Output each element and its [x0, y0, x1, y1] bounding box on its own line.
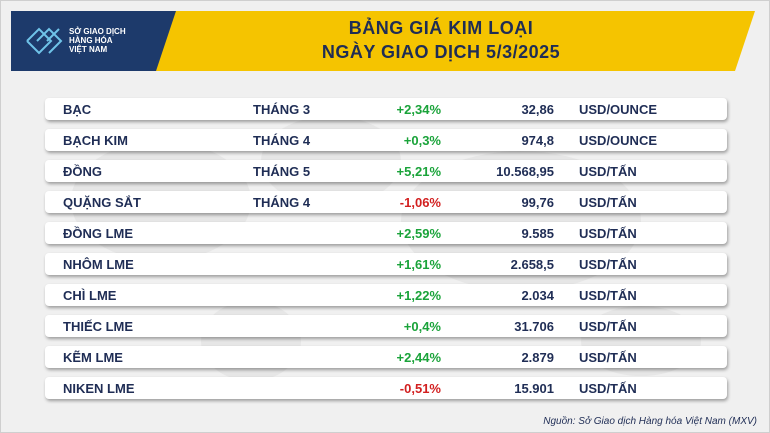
metal-name: THIẾC LME — [63, 319, 134, 334]
price: 2.034 — [521, 288, 554, 303]
unit: USD/TẤN — [579, 164, 637, 179]
table-row: BẠC THÁNG 3 +2,34% 32,86 USD/OUNCE — [45, 98, 727, 120]
price-change: +0,4% — [403, 319, 441, 334]
table-row: THIẾC LME +0,4% 31.706 USD/TẤN — [45, 315, 727, 337]
metal-name: QUẶNG SẮT — [63, 195, 141, 210]
price: 31.706 — [514, 319, 554, 334]
banner-shape — [11, 11, 755, 71]
price-change: +5,21% — [396, 164, 441, 179]
table-row: ĐỒNG LME +2,59% 9.585 USD/TẤN — [45, 222, 727, 244]
table-row: NHÔM LME +1,61% 2.658,5 USD/TẤN — [45, 253, 727, 275]
unit: USD/TẤN — [579, 288, 637, 303]
metal-name: NHÔM LME — [63, 257, 134, 272]
price: 974,8 — [521, 133, 554, 148]
price: 2.879 — [521, 350, 554, 365]
price-change: +1,61% — [396, 257, 441, 272]
price-change: +2,44% — [396, 350, 441, 365]
header-banner: SỞ GIAO DỊCH HÀNG HÓA VIỆT NAM BẢNG GIÁ … — [11, 11, 755, 71]
subtitle: NGÀY GIAO DỊCH 5/3/2025 — [321, 42, 561, 62]
unit: USD/TẤN — [579, 226, 637, 241]
price-change: +2,34% — [396, 102, 441, 117]
table-row: CHÌ LME +1,22% 2.034 USD/TẤN — [45, 284, 727, 306]
unit: USD/TẤN — [579, 350, 637, 365]
contract-month: THÁNG 4 — [253, 133, 311, 148]
metal-name: BẠCH KIM — [63, 133, 128, 148]
table-row: KẼM LME +2,44% 2.879 USD/TẤN — [45, 346, 727, 368]
metal-name: ĐỒNG — [63, 164, 102, 179]
table-row: ĐỒNG THÁNG 5 +5,21% 10.568,95 USD/TẤN — [45, 160, 727, 182]
unit: USD/OUNCE — [579, 102, 658, 117]
price-change: +0,3% — [403, 133, 441, 148]
price-change: -1,06% — [399, 195, 441, 210]
logo-line: SỞ GIAO DỊCH — [69, 27, 126, 36]
unit: USD/OUNCE — [579, 133, 658, 148]
metal-name: NIKEN LME — [63, 381, 135, 396]
contract-month: THÁNG 3 — [253, 102, 311, 117]
table-row: BẠCH KIM THÁNG 4 +0,3% 974,8 USD/OUNCE — [45, 129, 727, 151]
price: 10.568,95 — [496, 164, 554, 179]
metal-name: BẠC — [63, 102, 92, 117]
unit: USD/TẤN — [579, 195, 637, 210]
unit: USD/TẤN — [579, 319, 637, 334]
contract-month: THÁNG 4 — [253, 195, 311, 210]
metal-name: ĐỒNG LME — [63, 226, 134, 241]
contract-month: THÁNG 5 — [253, 164, 311, 179]
price: 32,86 — [521, 102, 554, 117]
source: Nguồn: Sở Giao dịch Hàng hóa Việt Nam (M… — [543, 416, 757, 427]
unit: USD/TẤN — [579, 257, 637, 272]
price: 2.658,5 — [510, 257, 554, 272]
price-change: -0,51% — [399, 381, 441, 396]
price: 99,76 — [521, 195, 554, 210]
table-row: NIKEN LME -0,51% 15.901 USD/TẤN — [45, 377, 727, 399]
price-change: +1,22% — [396, 288, 441, 303]
price-change: +2,59% — [396, 226, 441, 241]
logo-line: HÀNG HÓA — [69, 36, 113, 45]
price: 15.901 — [514, 381, 554, 396]
logo-line: VIỆT NAM — [69, 45, 108, 54]
table-row: QUẶNG SẮT THÁNG 4 -1,06% 99,76 USD/TẤN — [45, 191, 727, 213]
unit: USD/TẤN — [579, 381, 637, 396]
price: 9.585 — [521, 226, 554, 241]
title: BẢNG GIÁ KIM LOẠI — [348, 18, 534, 38]
metal-name: KẼM LME — [63, 350, 123, 365]
metal-name: CHÌ LME — [63, 288, 117, 303]
